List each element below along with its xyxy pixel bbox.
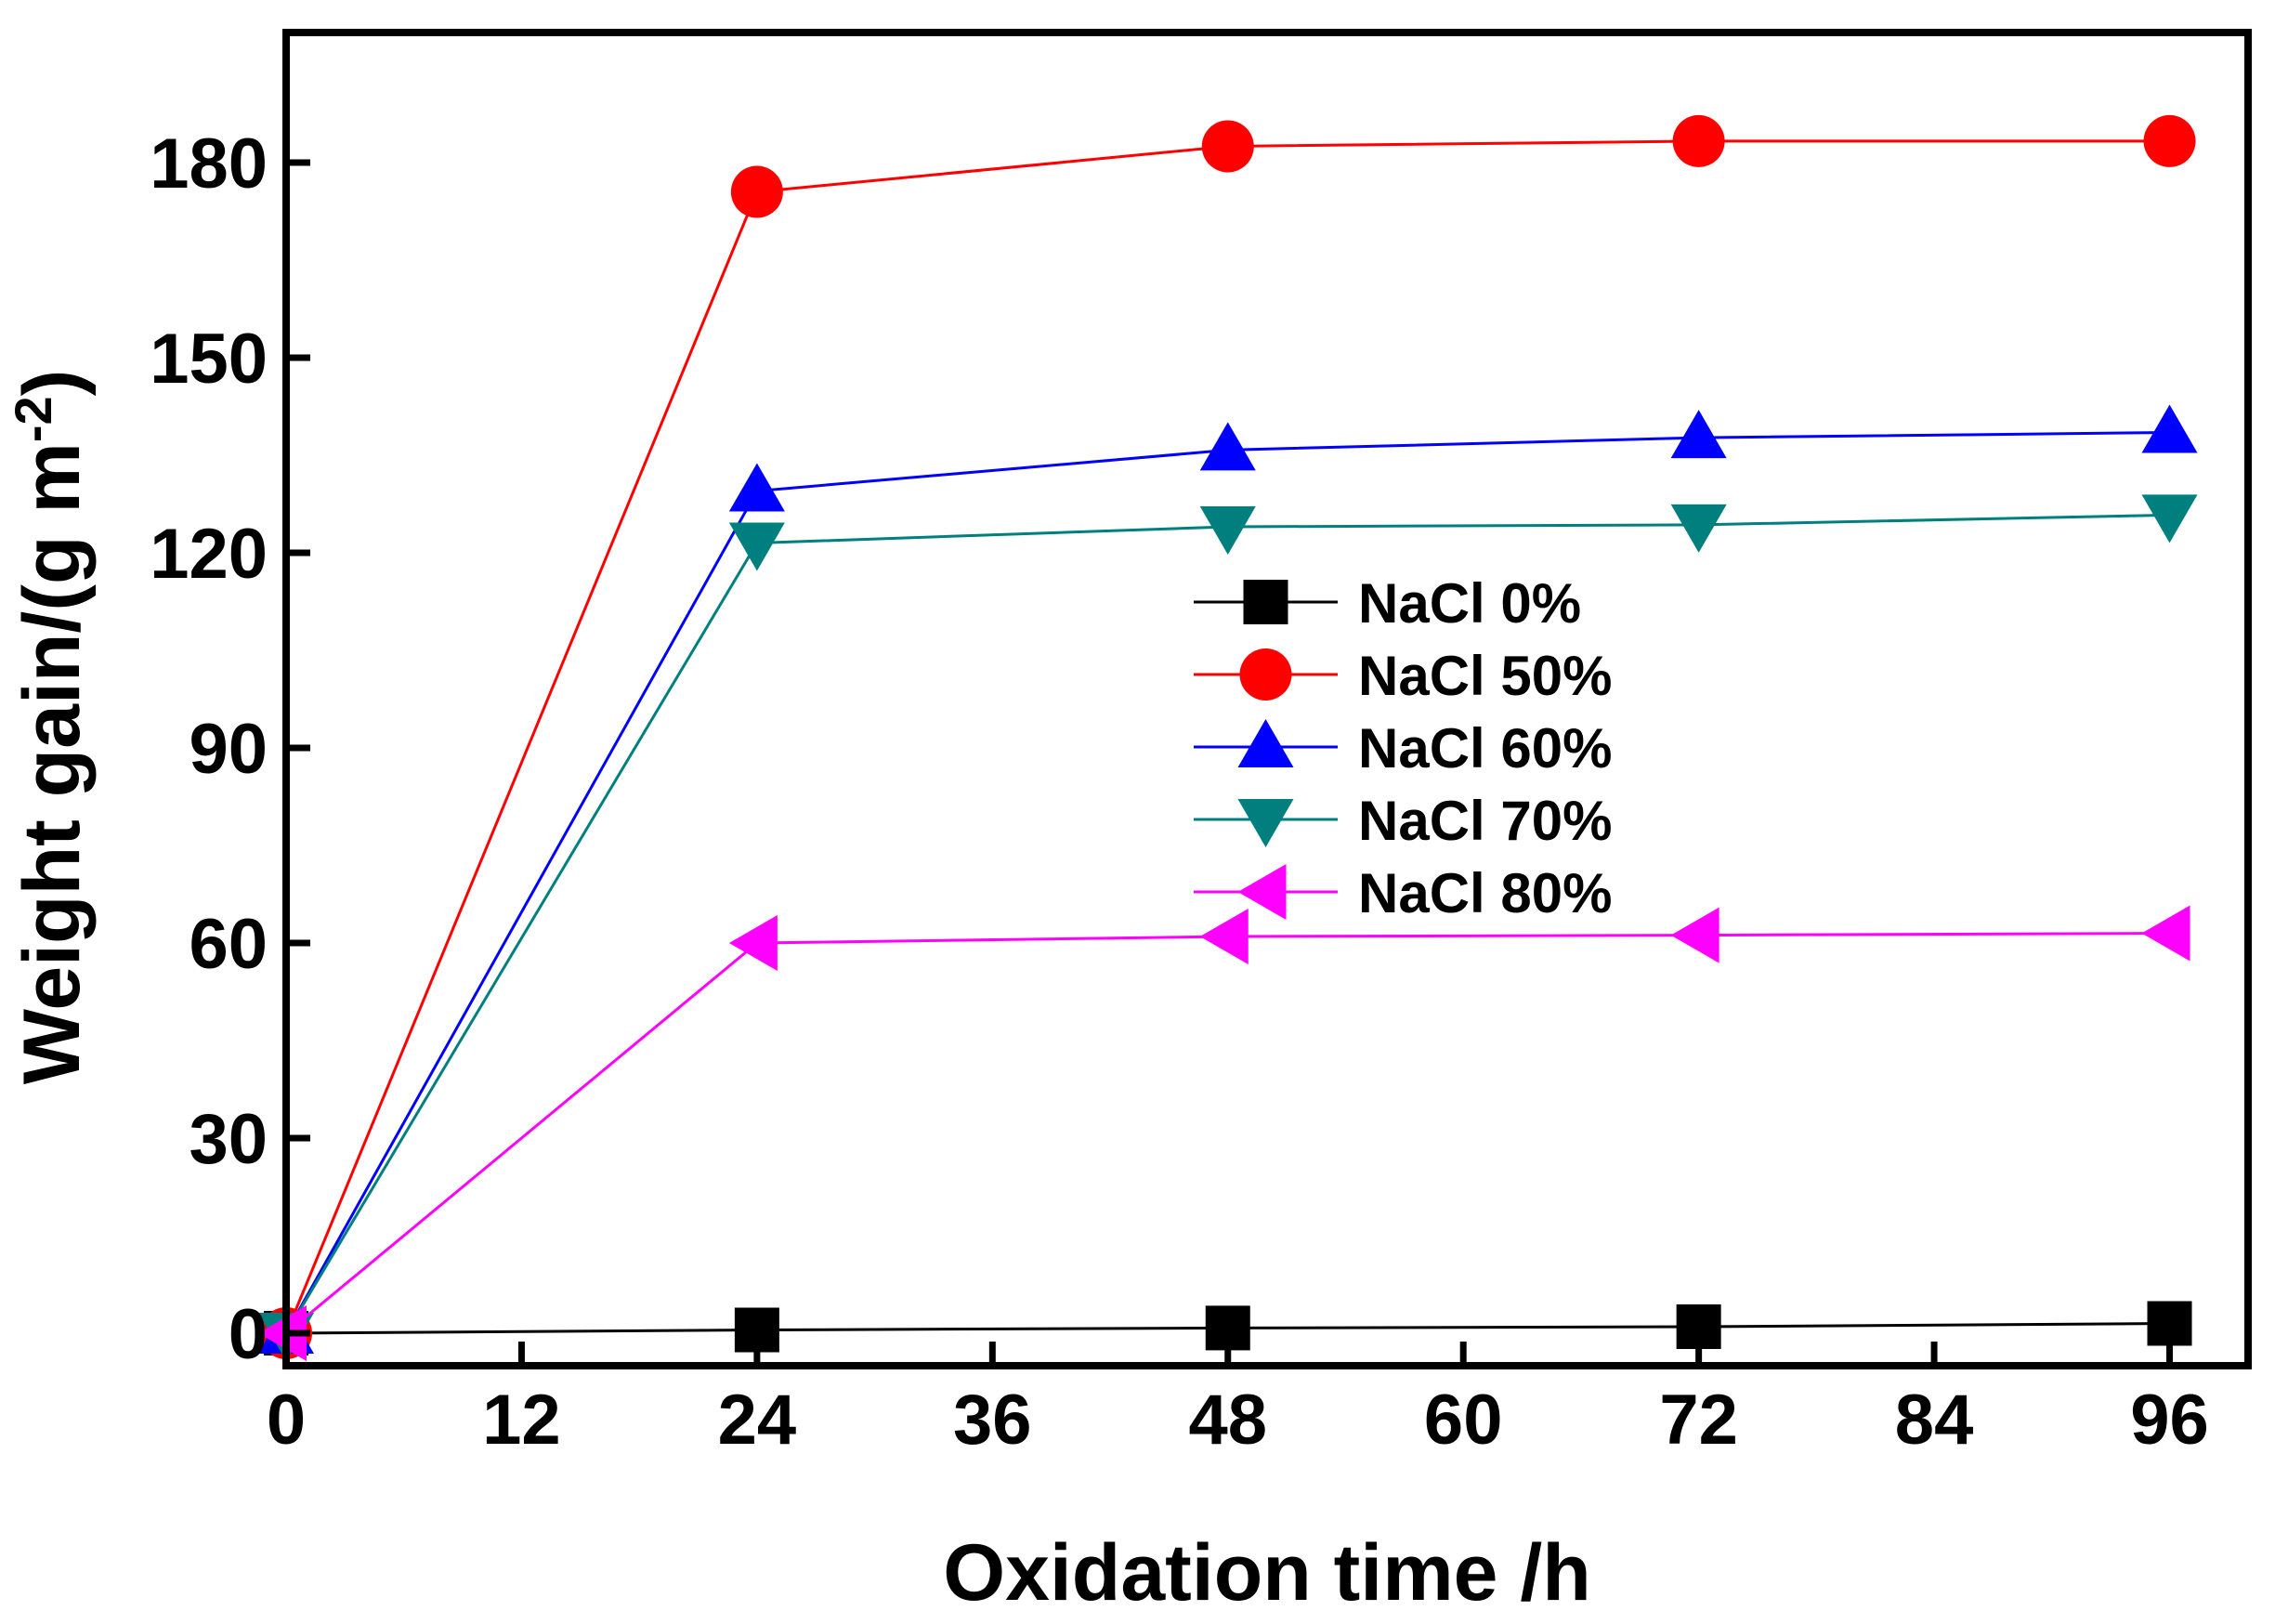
legend: NaCl 0% NaCl 50% NaCl 60% NaCl 70% NaCl 80% <box>1194 572 1612 924</box>
x-tick-label: 72 <box>1659 1381 1738 1460</box>
series-1 <box>264 1301 2192 1356</box>
legend-label: NaCl 80% <box>1358 862 1612 924</box>
plot-frame <box>282 29 2252 1369</box>
x-tick-label: 60 <box>1424 1381 1503 1460</box>
x-tick-label: 12 <box>482 1381 561 1460</box>
x-tick-label: 84 <box>1895 1381 1974 1460</box>
data-point <box>2147 1301 2192 1346</box>
data-point <box>2143 114 2196 167</box>
x-axis: 0 12 24 36 48 60 72 84 96 <box>267 1342 2209 1460</box>
data-point <box>728 463 785 512</box>
legend-item: NaCl 0% <box>1194 572 1581 635</box>
data-point <box>1199 422 1256 471</box>
series-3 <box>258 404 2198 1354</box>
data-point <box>730 165 783 218</box>
y-tick-label: 180 <box>150 124 268 203</box>
y-tick-label: 90 <box>189 710 268 789</box>
y-tick-label: 0 <box>229 1295 268 1374</box>
legend-label: NaCl 50% <box>1358 645 1612 707</box>
legend-item: NaCl 60% <box>1194 717 1612 779</box>
data-point <box>2141 404 2198 453</box>
data-point <box>1199 506 1256 555</box>
series-line <box>284 431 2170 1334</box>
y-axis-title-main: Weight gain/(g m <box>7 442 97 1084</box>
legend-marker <box>1239 648 1292 701</box>
x-axis-title: Oxidation time /h <box>943 1528 1591 1617</box>
series-5 <box>258 905 2190 1361</box>
legend-label: NaCl 60% <box>1358 717 1612 779</box>
series-line <box>284 139 2170 1334</box>
y-tick-label: 150 <box>150 320 268 399</box>
legend-marker <box>1243 580 1288 624</box>
legend-item: NaCl 80% <box>1194 862 1612 924</box>
legend-item: NaCl 50% <box>1194 645 1612 707</box>
y-axis: 0 30 60 90 120 150 180 <box>150 124 310 1374</box>
data-point <box>728 522 785 571</box>
data-point <box>1672 114 1725 167</box>
data-point <box>1199 909 1249 964</box>
legend-label: NaCl 70% <box>1358 790 1612 852</box>
legend-marker <box>1237 719 1294 767</box>
legend-marker <box>1237 864 1287 920</box>
y-tick-label: 30 <box>189 1100 268 1179</box>
data-point <box>1670 504 1727 553</box>
data-point <box>728 915 778 971</box>
y-axis-title: Weight gain/(g m-2) <box>4 370 97 1085</box>
legend-marker <box>1237 799 1294 847</box>
x-tick-label: 36 <box>953 1381 1032 1460</box>
legend-label: NaCl 0% <box>1358 572 1581 635</box>
x-tick-label: 96 <box>2130 1381 2209 1460</box>
series-line <box>285 932 2170 1335</box>
data-point <box>1201 120 1254 173</box>
y-axis-title-close: ) <box>7 370 97 397</box>
series-2 <box>260 114 2196 1359</box>
data-point <box>1670 907 1719 963</box>
data-point <box>2141 494 2198 544</box>
y-axis-title-superscript: -2 <box>4 396 62 442</box>
x-tick-label: 0 <box>267 1381 306 1460</box>
legend-item: NaCl 70% <box>1194 790 1612 852</box>
plot-area <box>258 114 2198 1361</box>
data-point <box>2141 905 2190 962</box>
y-tick-label: 60 <box>189 905 268 984</box>
y-tick-label: 120 <box>150 515 268 594</box>
x-tick-label: 24 <box>718 1381 797 1460</box>
data-point <box>1670 410 1727 459</box>
x-tick-label: 48 <box>1188 1381 1267 1460</box>
